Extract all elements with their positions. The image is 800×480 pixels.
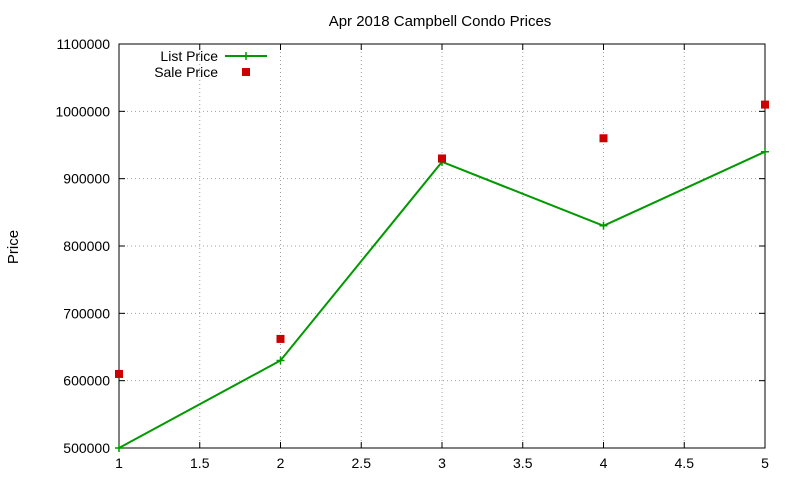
list-price-point bbox=[761, 147, 769, 156]
y-tick-label: 900000 bbox=[63, 171, 110, 187]
series bbox=[115, 100, 769, 452]
x-tick-label: 2.5 bbox=[352, 455, 372, 471]
sale-price-point bbox=[761, 100, 769, 109]
x-tick-label: 2 bbox=[277, 455, 285, 471]
legend-square-swatch bbox=[242, 68, 250, 76]
y-axis-label: Price bbox=[5, 230, 22, 264]
x-tick-label: 1.5 bbox=[190, 455, 210, 471]
y-tick-label: 600000 bbox=[63, 373, 110, 389]
legend-label: Sale Price bbox=[154, 64, 218, 80]
y-tick-label: 1100000 bbox=[57, 36, 111, 52]
y-tick-label: 800000 bbox=[63, 238, 110, 254]
sale-price-point bbox=[115, 369, 123, 378]
x-tick-label: 4.5 bbox=[675, 455, 695, 471]
legend-cross-swatch bbox=[242, 52, 250, 60]
x-tick-label: 4 bbox=[600, 455, 608, 471]
list-price-point bbox=[276, 356, 285, 365]
sale-price-point bbox=[438, 154, 446, 163]
axis-ticks: 1 1.5 2 2.5 3 3.5 4 4.5 5 500000 600000 700000 80000… bbox=[55, 36, 769, 471]
legend-label: List Price bbox=[160, 48, 218, 64]
y-tick-label: 500000 bbox=[63, 440, 110, 456]
sale-price-point bbox=[276, 334, 285, 343]
list-price-point bbox=[599, 221, 608, 230]
y-tick-label: 1000000 bbox=[55, 103, 110, 119]
x-tick-label: 3.5 bbox=[513, 455, 533, 471]
y-tick-label: 700000 bbox=[63, 305, 110, 321]
list-price-point bbox=[115, 444, 123, 452]
x-tick-label: 1 bbox=[115, 455, 123, 471]
chart-title: Apr 2018 Campbell Condo Prices bbox=[329, 13, 552, 30]
grid bbox=[119, 44, 765, 448]
x-tick-label: 5 bbox=[761, 455, 769, 471]
sale-price-point bbox=[599, 134, 608, 143]
x-tick-label: 3 bbox=[438, 455, 446, 471]
